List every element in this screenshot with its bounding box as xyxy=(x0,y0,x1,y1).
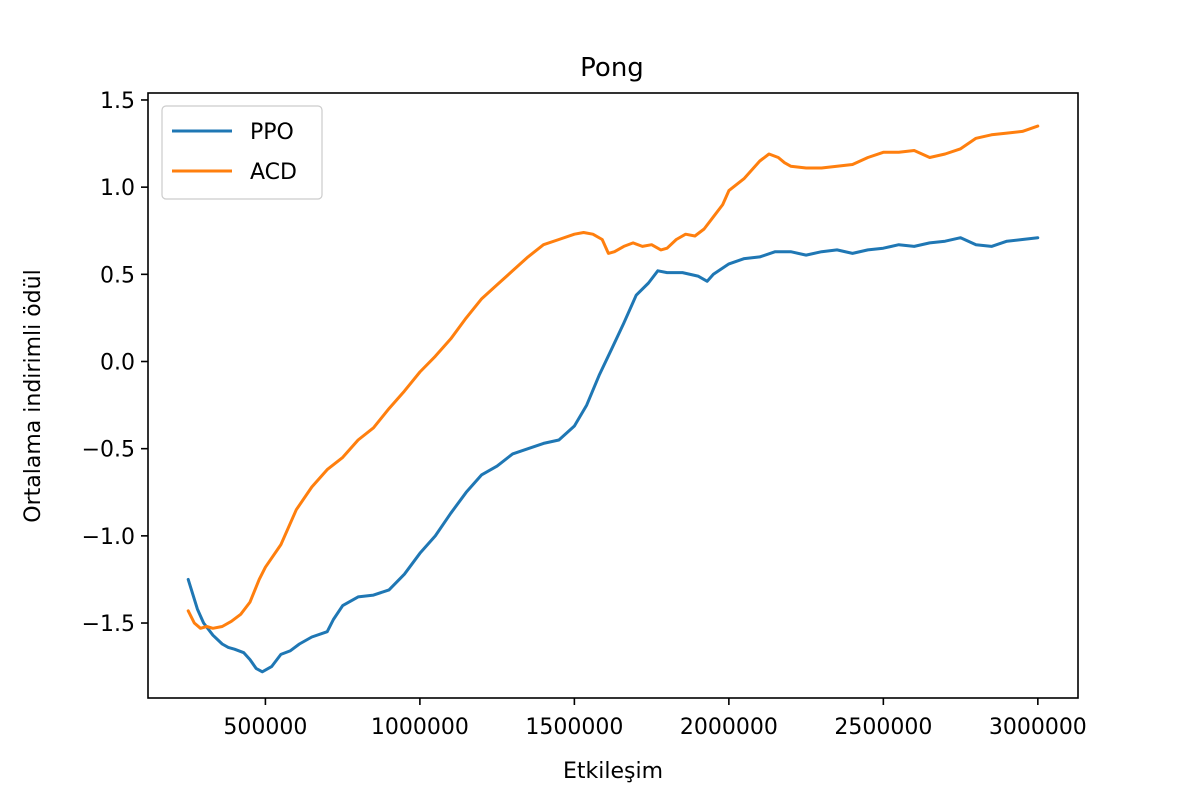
y-axis: 1.5 1.0 0.5 0.0 −0.5 −1.0 −1.5 xyxy=(82,89,148,637)
y-tick-label: −0.5 xyxy=(82,438,135,463)
series-line-acd xyxy=(186,124,1040,630)
y-tick-label: 1.0 xyxy=(100,176,135,201)
x-tick-label: 3000000 xyxy=(989,715,1087,740)
y-tick-label: 1.5 xyxy=(100,89,135,114)
x-axis-label: Etkileşim xyxy=(563,759,663,784)
y-tick-label: −1.0 xyxy=(82,525,135,550)
x-tick-label: 1500000 xyxy=(525,715,623,740)
axes-frame xyxy=(147,92,1079,699)
series-lines xyxy=(186,124,1040,674)
x-tick-label: 2000000 xyxy=(680,715,778,740)
legend-label-acd: ACD xyxy=(250,160,297,185)
series-line-ppo xyxy=(186,236,1040,674)
x-tick-label: 500000 xyxy=(223,715,307,740)
y-tick-label: 0.0 xyxy=(100,351,135,376)
y-tick-label: −1.5 xyxy=(82,612,135,637)
y-axis-label: Ortalama indirimli ödül xyxy=(21,269,46,522)
x-tick-label: 2500000 xyxy=(834,715,932,740)
legend: PPO ACD xyxy=(161,105,323,200)
legend-label-ppo: PPO xyxy=(250,120,294,145)
x-tick-label: 1000000 xyxy=(371,715,469,740)
x-axis: 500000 1000000 1500000 2000000 2500000 300000… xyxy=(223,698,1087,740)
legend-box xyxy=(161,105,323,200)
plot-area xyxy=(147,92,1079,699)
y-tick-label: 0.5 xyxy=(100,263,135,288)
chart-title: Pong xyxy=(580,53,644,83)
